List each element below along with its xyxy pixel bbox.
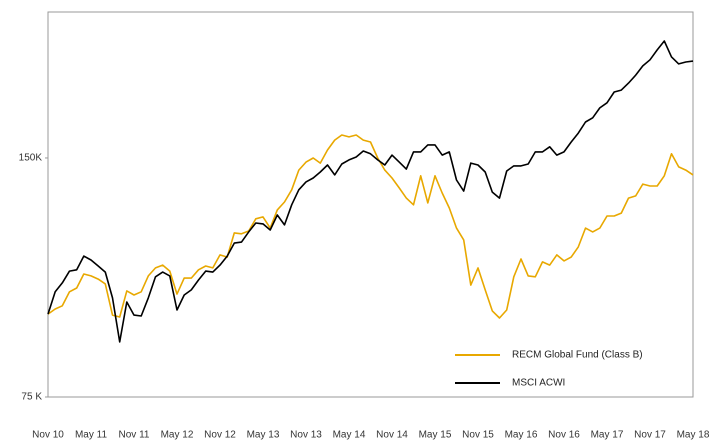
x-tick-label: May 16 — [505, 430, 538, 441]
x-tick-label: Nov 12 — [204, 430, 236, 441]
legend-label: RECM Global Fund (Class B) — [512, 350, 643, 361]
x-tick-label: May 17 — [591, 430, 624, 441]
x-tick-label: May 15 — [419, 430, 452, 441]
x-tick-label: May 12 — [161, 430, 194, 441]
series-line — [47, 40, 694, 343]
x-tick-label: Nov 16 — [548, 430, 580, 441]
y-tick-label: 150K — [19, 153, 43, 164]
x-tick-label: May 14 — [333, 430, 366, 441]
x-tick-label: Nov 14 — [376, 430, 408, 441]
y-tick-label: 75 K — [21, 392, 42, 403]
series-line — [47, 134, 694, 319]
x-tick-label: May 13 — [247, 430, 280, 441]
x-tick-label: Nov 17 — [634, 430, 666, 441]
x-tick-label: May 11 — [75, 430, 107, 441]
x-tick-label: Nov 11 — [119, 430, 150, 441]
legend-label: MSCI ACWI — [512, 378, 565, 389]
x-tick-label: Nov 13 — [290, 430, 322, 441]
x-tick-label: May 18 — [677, 430, 710, 441]
x-tick-label: Nov 10 — [32, 430, 64, 441]
plot-frame — [47, 11, 694, 398]
x-tick-label: Nov 15 — [462, 430, 494, 441]
